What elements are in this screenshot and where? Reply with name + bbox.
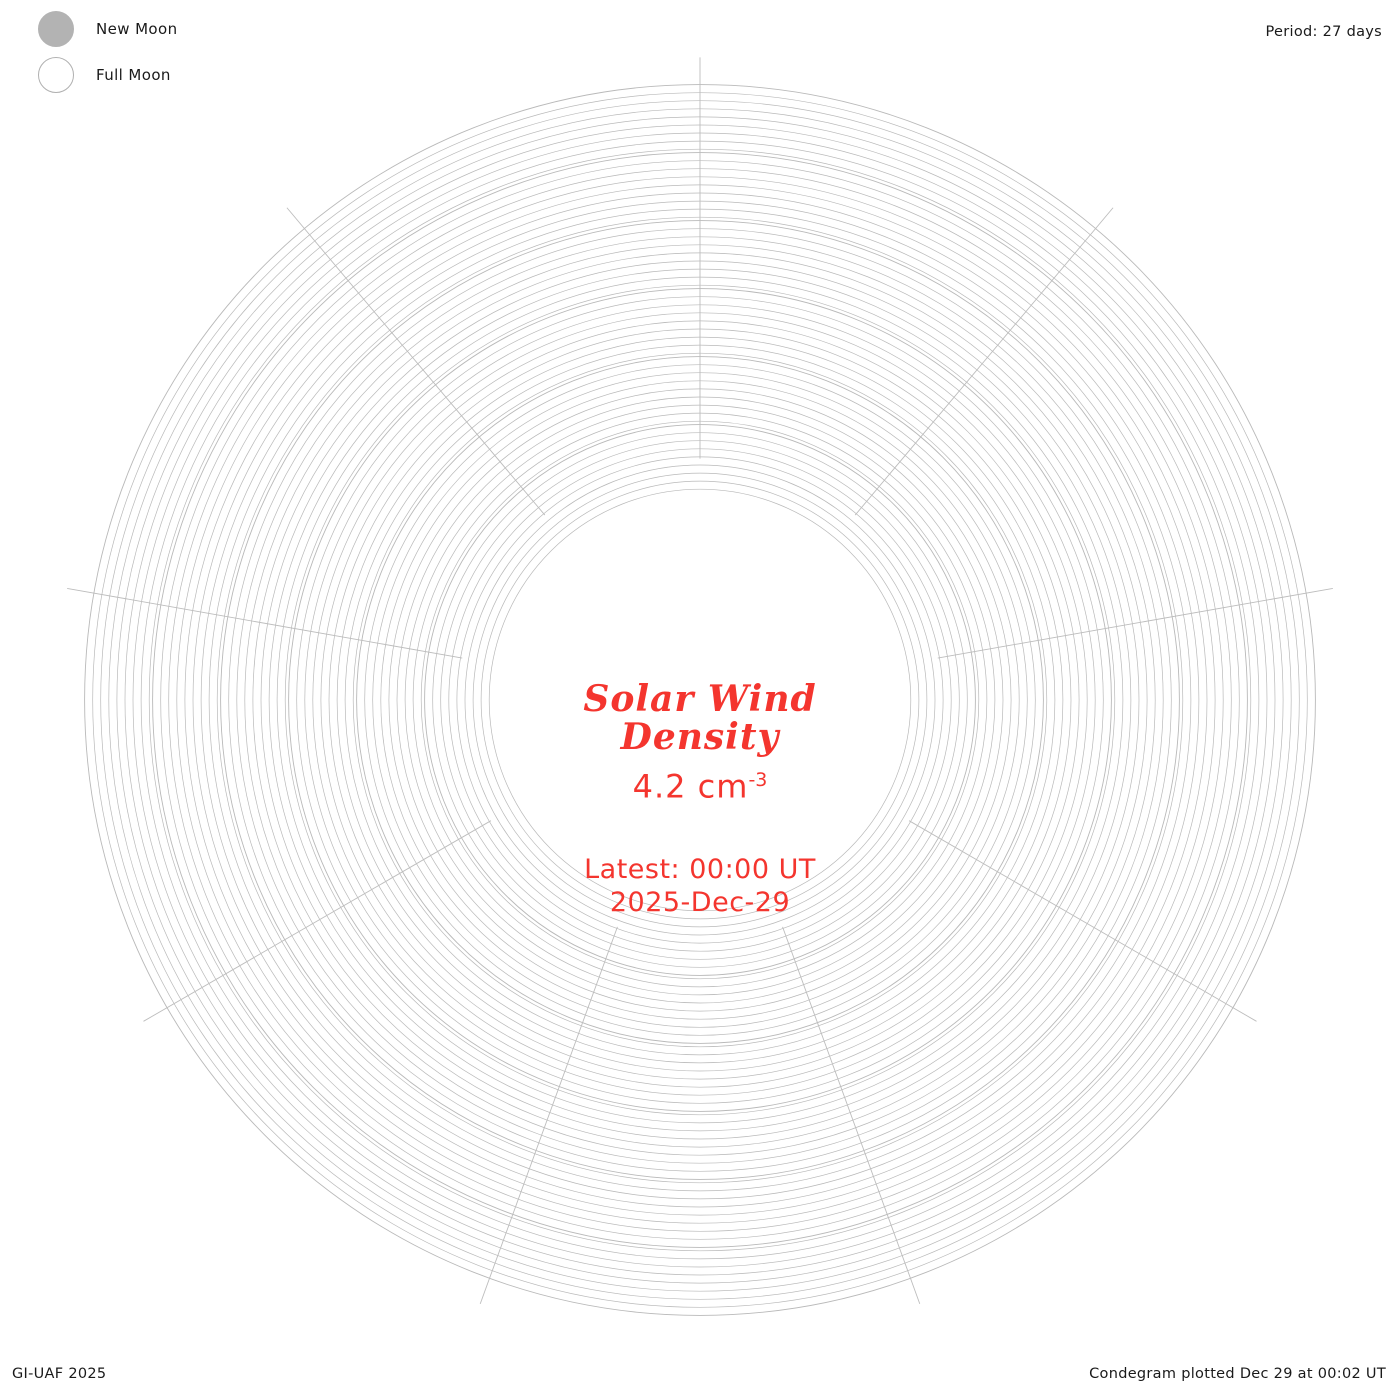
density-gridline: [472, 472, 928, 928]
density-gridline: [440, 440, 960, 960]
date-spoke: [143, 820, 492, 1022]
density-gridline: [456, 456, 944, 944]
density-gridline: [464, 464, 936, 936]
full-moon-icon: [38, 57, 74, 93]
credit-label: GI-UAF 2025: [12, 1366, 107, 1382]
date-spoke: [286, 207, 546, 516]
density-gridline: [356, 356, 1044, 1044]
density-gridline: [480, 480, 920, 920]
density-gridline: [420, 420, 980, 980]
density-gridline: [432, 432, 968, 968]
density-gridline: [488, 488, 912, 912]
polar-grid-layer: [67, 57, 1333, 1316]
legend-label-new-moon: New Moon: [96, 20, 178, 38]
new-moon-icon: [38, 11, 74, 47]
date-spoke: [782, 926, 921, 1305]
density-gridline: [412, 412, 988, 988]
legend-item-full-moon: Full Moon: [24, 52, 344, 98]
density-gridline: [372, 372, 1028, 1028]
legend-label-full-moon: Full Moon: [96, 66, 171, 84]
period-label: Period: 27 days: [1265, 24, 1382, 40]
plotted-timestamp: Condegram plotted Dec 29 at 00:02 UT: [1089, 1366, 1386, 1382]
date-spoke: [854, 207, 1114, 516]
density-gridline: [380, 380, 1020, 1020]
date-spoke: [937, 587, 1333, 659]
density-gridline: [388, 388, 1012, 1012]
moon-legend: New Moon Full Moon: [24, 6, 344, 98]
density-gridline: [448, 448, 952, 952]
density-gridline: [396, 396, 1004, 1004]
density-gridline: [424, 424, 976, 976]
legend-item-new-moon: New Moon: [24, 6, 344, 52]
date-spoke: [67, 587, 463, 659]
date-spoke: [479, 926, 618, 1305]
date-spoke: [908, 820, 1257, 1022]
density-gridline: [404, 404, 996, 996]
